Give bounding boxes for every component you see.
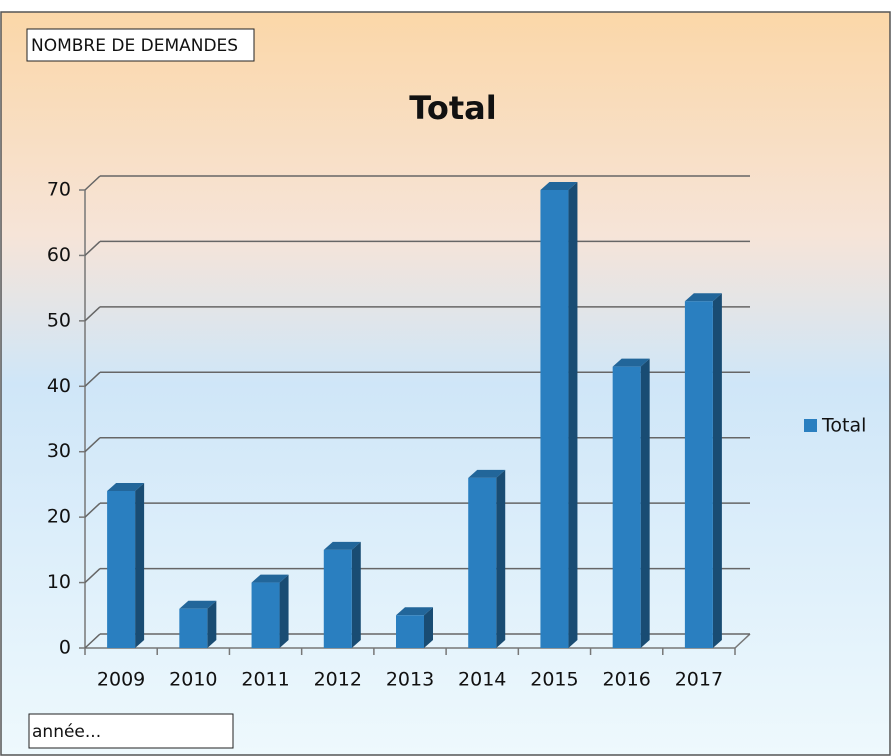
bar	[179, 608, 208, 648]
bar-side	[424, 607, 433, 648]
bar-side	[207, 600, 217, 648]
grid-line	[84, 175, 101, 191]
y-axis-label: NOMBRE DE DEMANDES	[31, 36, 238, 56]
bar	[612, 366, 641, 648]
bar-top	[396, 607, 433, 616]
x-tick-label: 2017	[675, 669, 723, 691]
axis-line	[734, 633, 751, 649]
x-tick-label: 2012	[314, 669, 362, 691]
x-tick-label: 2009	[97, 669, 145, 691]
bar-top	[684, 293, 722, 302]
grid-line	[84, 306, 101, 322]
y-tick-label: 40	[47, 375, 71, 397]
grid-line	[84, 502, 101, 518]
x-tick-label: 2014	[458, 669, 506, 691]
chart-title: Total	[409, 89, 496, 127]
x-tick-label: 2013	[386, 669, 434, 691]
bar	[323, 549, 352, 648]
grid-line	[84, 568, 101, 584]
bar	[540, 190, 569, 648]
y-tick-label: 60	[47, 244, 71, 266]
bar	[396, 615, 424, 648]
grid-line	[84, 633, 101, 649]
bar	[251, 582, 280, 648]
y-tick-label: 70	[47, 179, 71, 201]
bar	[468, 477, 497, 648]
bar-side	[279, 574, 289, 648]
y-tick-label: 50	[47, 309, 71, 331]
bar-top	[107, 482, 145, 491]
bar-side	[496, 469, 506, 648]
bar-top	[612, 358, 650, 367]
bar-top	[540, 182, 578, 190]
chart-background	[0, 11, 891, 756]
grid-line	[84, 371, 101, 387]
bar-top	[323, 541, 361, 550]
y-tick-label: 20	[47, 506, 71, 528]
grid-line	[84, 240, 101, 256]
bar	[684, 301, 713, 648]
bar-side	[640, 358, 650, 648]
bar-side	[351, 541, 361, 648]
grid-line	[84, 437, 101, 453]
y-tick-label: 10	[47, 571, 71, 593]
legend-label: Total	[821, 415, 866, 437]
x-tick-label: 2010	[169, 669, 217, 691]
x-label-box	[28, 713, 234, 749]
y-label-box	[26, 28, 255, 62]
bar-side	[135, 482, 145, 648]
x-tick-label: 2015	[530, 669, 578, 691]
bar-side	[568, 182, 578, 648]
x-tick-label: 2011	[241, 669, 289, 691]
y-tick-label: 0	[59, 637, 71, 659]
bar-side	[712, 293, 722, 648]
x-tick-label: 2016	[602, 669, 650, 691]
bar	[107, 490, 136, 648]
x-axis-label: année...	[32, 722, 101, 742]
legend-swatch	[804, 419, 817, 432]
bar-top	[468, 469, 506, 478]
bar-top	[251, 574, 289, 583]
y-tick-label: 30	[47, 440, 71, 462]
bar-top	[179, 600, 217, 609]
